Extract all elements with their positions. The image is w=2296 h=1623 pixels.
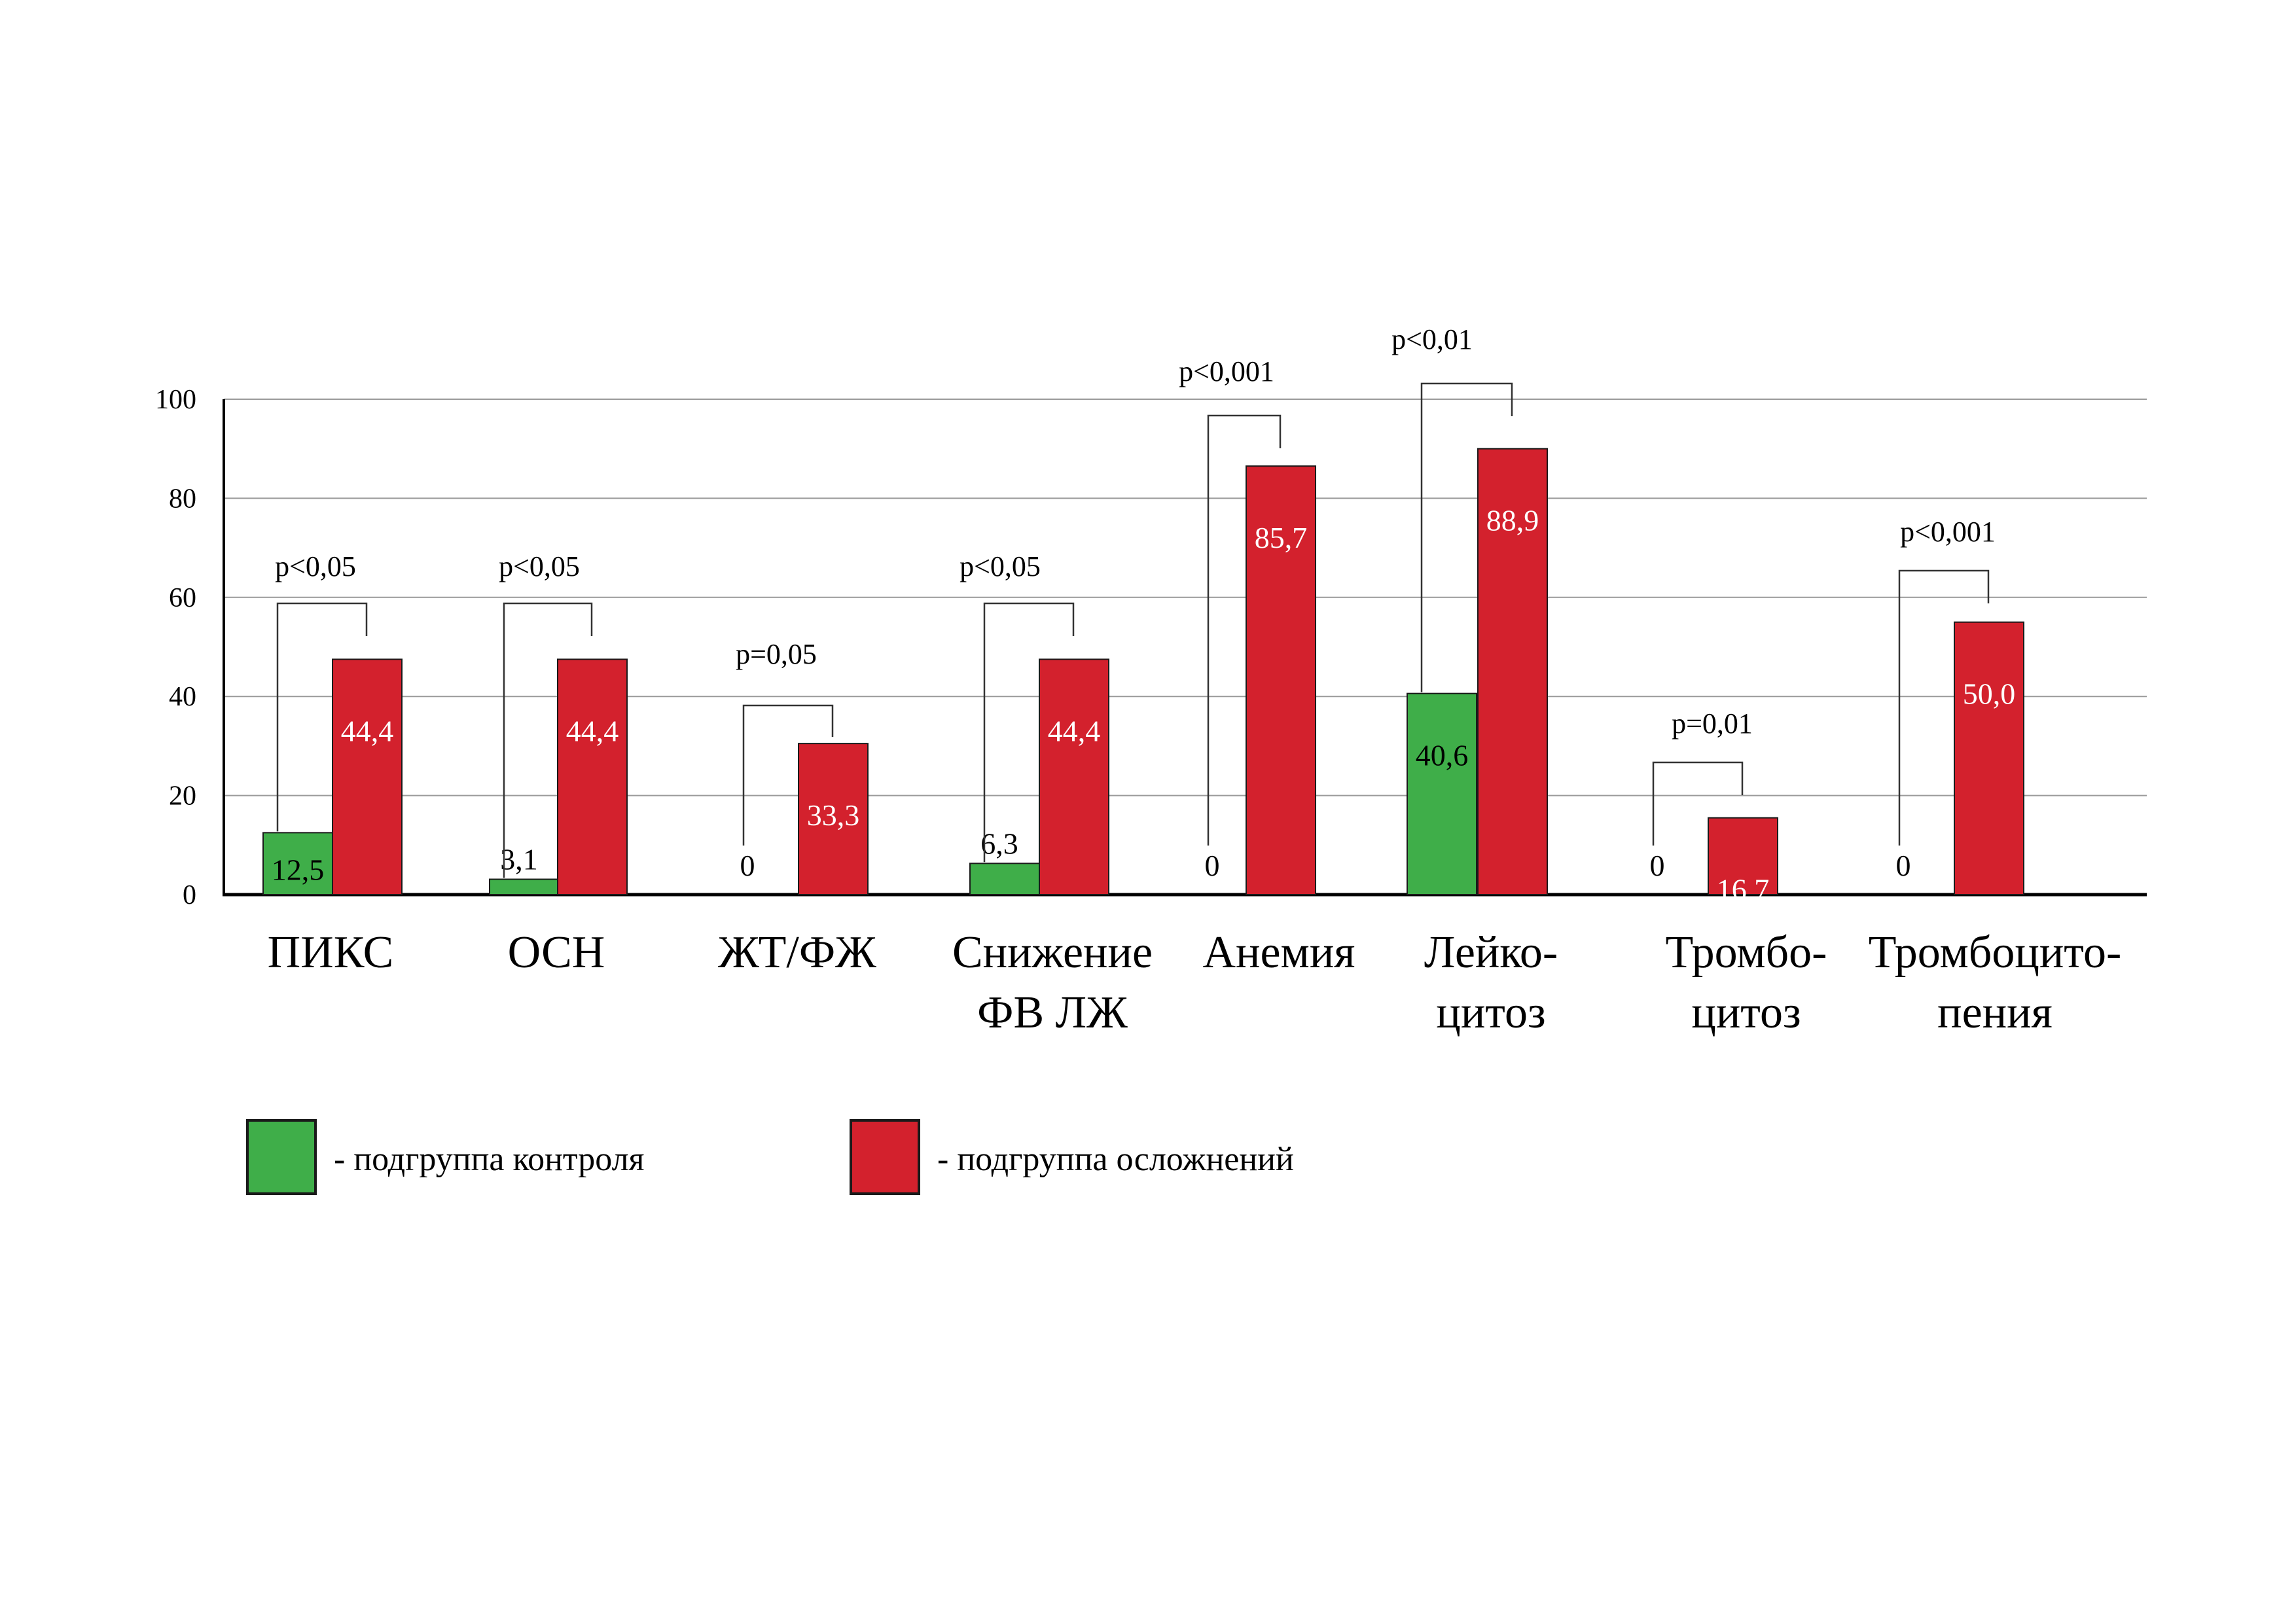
data-label-complication: 44,4 xyxy=(1048,714,1101,747)
bar-control xyxy=(969,863,1040,895)
y-tick-label: 0 xyxy=(183,880,196,910)
data-label-complication: 85,7 xyxy=(1255,521,1308,554)
category-labels: ПИКС ОСН ЖТ/ФЖ Снижение ФВ ЛЖ Анемия Лейко-цит… xyxy=(268,927,2122,1038)
significance-bracket xyxy=(1898,569,1990,846)
data-label-control: 0 xyxy=(1896,849,1911,882)
y-tick-label: 80 xyxy=(169,484,196,514)
bar-control xyxy=(262,832,333,895)
significance-bracket xyxy=(276,602,368,832)
bar-complication xyxy=(1246,465,1316,895)
significance-bracket xyxy=(503,602,593,878)
data-label-control: 0 xyxy=(740,849,755,882)
y-tick-label: 40 xyxy=(169,682,196,712)
data-label-control: 0 xyxy=(1650,849,1665,882)
data-label-control: 3,1 xyxy=(500,843,538,876)
legend-swatch xyxy=(850,1119,920,1195)
category-label: Анемия xyxy=(1202,927,1355,978)
p-value-label: p=0,01 xyxy=(1672,707,1753,740)
p-value-label: p<0,05 xyxy=(960,550,1041,582)
bar-control xyxy=(1407,692,1477,895)
significance-bracket xyxy=(1420,382,1513,692)
category-label: ПИКС xyxy=(268,927,394,978)
bar-complication xyxy=(1039,658,1109,895)
legend-label: - подгруппа контроля xyxy=(334,1141,644,1178)
legend: - подгруппа контроля - подгруппа осложнен… xyxy=(246,1119,1294,1195)
p-value-label: p<0,05 xyxy=(499,550,580,582)
category-label: ЖТ/ФЖ xyxy=(718,927,876,978)
category-label: цитоз xyxy=(1691,988,1801,1038)
significance-bracket xyxy=(742,704,834,846)
bars: 12,5 44,4 3,1 44,4 0 33,3 6,3 44,4 0 85,7 40,6 88,9… xyxy=(262,448,2024,906)
category-label: ОСН xyxy=(508,927,605,978)
data-label-complication: 44,4 xyxy=(566,714,619,747)
bar-complication xyxy=(557,658,628,895)
data-label-control: 12,5 xyxy=(272,853,325,886)
p-value-label: p=0,05 xyxy=(736,638,817,670)
data-label-complication: 33,3 xyxy=(807,798,860,832)
y-tick-label: 100 xyxy=(155,385,196,415)
data-label-complication: 44,4 xyxy=(341,714,394,747)
data-label-control: 40,6 xyxy=(1416,739,1469,772)
category-label: ФВ ЛЖ xyxy=(977,988,1128,1038)
category-label: Снижение xyxy=(952,927,1153,978)
grid-lines xyxy=(224,399,2147,796)
legend-swatch xyxy=(246,1119,317,1195)
significance-bracket xyxy=(1652,761,1744,846)
y-tick-label: 60 xyxy=(169,583,196,613)
category-label: цитоз xyxy=(1436,988,1545,1038)
data-label-control: 6,3 xyxy=(980,827,1018,860)
p-value-label: p<0,05 xyxy=(275,550,356,582)
category-label: пения xyxy=(1937,988,2053,1038)
legend-label: - подгруппа осложнений xyxy=(937,1141,1294,1178)
bar-complication xyxy=(798,743,869,895)
category-label: Тромбо- xyxy=(1666,927,1827,978)
significance-bracket xyxy=(1207,414,1282,846)
axes xyxy=(223,399,2147,897)
bar-complication xyxy=(332,658,403,895)
y-tick-labels: 0 20 40 60 80 100 xyxy=(155,385,196,910)
bar-control xyxy=(489,878,560,895)
category-label: Тромбоцито- xyxy=(1869,927,2122,978)
category-label: Лейко- xyxy=(1424,927,1558,978)
p-value-label: p<0,001 xyxy=(1179,355,1274,387)
p-value-label: p<0,01 xyxy=(1391,323,1473,355)
significance-brackets: p<0,05 p<0,05 p=0,05 p<0,05 p<0,001 p<0,01 p=0… xyxy=(275,323,1996,878)
significance-bracket xyxy=(983,602,1075,863)
bar-complication xyxy=(1708,817,1778,896)
data-label-complication: 16,7 xyxy=(1717,873,1770,906)
bar-complication xyxy=(1477,448,1548,895)
data-label-complication: 88,9 xyxy=(1486,504,1539,537)
p-value-label: p<0,001 xyxy=(1900,516,1996,548)
data-label-control: 0 xyxy=(1205,849,1220,882)
y-tick-label: 20 xyxy=(169,781,196,812)
data-label-complication: 50,0 xyxy=(1963,677,2016,711)
bar-complication xyxy=(1954,621,2024,896)
